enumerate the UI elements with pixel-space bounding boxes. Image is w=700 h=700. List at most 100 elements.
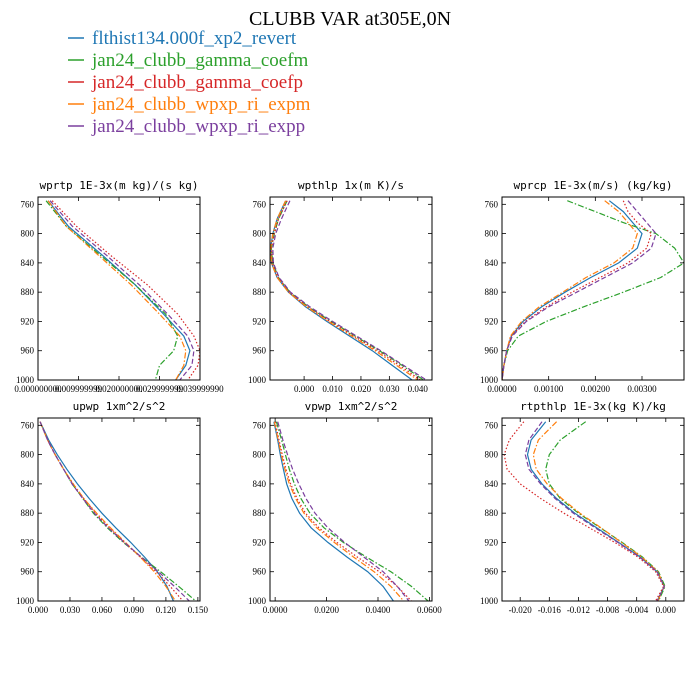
y-tick-label: 760 xyxy=(485,420,499,430)
series-line-4 xyxy=(532,421,665,601)
y-tick-label: 800 xyxy=(485,229,499,239)
series-line-4 xyxy=(502,200,638,380)
y-tick-label: 840 xyxy=(253,258,267,268)
y-tick-label: 960 xyxy=(253,567,267,577)
legend-label: jan24_clubb_wpxp_ri_expm xyxy=(91,94,311,115)
y-tick-label: 880 xyxy=(253,287,267,297)
series-line-5 xyxy=(39,421,190,601)
subplot-title: wprtp 1E-3x(m kg)/(s kg) xyxy=(40,179,199,192)
series-line-3 xyxy=(270,200,421,380)
series-line-5 xyxy=(49,200,195,380)
y-tick-label: 880 xyxy=(21,287,35,297)
x-tick-label: 0.060 xyxy=(92,605,113,615)
y-tick-label: 840 xyxy=(21,479,35,489)
legend-entry: jan24_clubb_gamma_coefm xyxy=(68,50,309,71)
x-tick-label: 0.00200 xyxy=(581,384,611,394)
legend-entry: jan24_clubb_wpxp_ri_expp xyxy=(68,116,305,137)
y-tick-label: 1000 xyxy=(16,375,35,385)
y-tick-label: 840 xyxy=(21,258,35,268)
x-tick-label: 0.020000000 xyxy=(95,384,143,394)
series-line-5 xyxy=(277,421,410,601)
x-tick-label: -0.020 xyxy=(509,605,533,615)
series-line-1 xyxy=(526,421,665,601)
series-line-1 xyxy=(39,421,174,601)
x-tick-label: -0.012 xyxy=(567,605,590,615)
subplot-4: upwp 1xm^2/s^2 760 800 840 880 920 960 10000.00… xyxy=(16,400,208,615)
legend: flthist134.000f_xp2_revertjan24_clubb_ga… xyxy=(68,28,311,137)
y-tick-label: 760 xyxy=(253,199,267,209)
subplot-title: upwp 1xm^2/s^2 xyxy=(73,400,166,413)
x-tick-label: 0.039999990 xyxy=(176,384,224,394)
y-tick-label: 920 xyxy=(485,537,499,547)
series-line-1 xyxy=(47,200,191,380)
x-tick-label: 0.00100 xyxy=(534,384,564,394)
y-tick-label: 1000 xyxy=(248,596,267,606)
x-tick-label: 0.009999999 xyxy=(55,384,103,394)
plot-frame xyxy=(269,417,433,602)
x-tick-label: 0.00300 xyxy=(627,384,657,394)
series-line-3 xyxy=(51,200,200,380)
y-tick-label: 920 xyxy=(21,537,35,547)
x-tick-label: 0.000 xyxy=(294,384,315,394)
panel-grid: wprtp 1E-3x(m kg)/(s kg) 760 800 840 880 920 9… xyxy=(14,179,685,615)
y-tick-label: 960 xyxy=(21,346,35,356)
x-tick-label: -0.016 xyxy=(538,605,562,615)
y-tick-label: 960 xyxy=(485,567,499,577)
series-line-2 xyxy=(275,421,429,601)
x-tick-label: 0.0400 xyxy=(366,605,391,615)
series-line-3 xyxy=(274,421,412,601)
y-tick-label: 960 xyxy=(21,567,35,577)
figure-title: CLUBB VAR at305E,0N xyxy=(249,8,451,30)
plot-frame xyxy=(37,417,201,602)
x-tick-label: 0.029999999 xyxy=(136,384,184,394)
series-group xyxy=(273,421,429,601)
legend-entry: jan24_clubb_wpxp_ri_expm xyxy=(68,94,311,115)
series-line-1 xyxy=(273,421,394,601)
x-tick-label: 0.090 xyxy=(124,605,145,615)
series-line-1 xyxy=(270,200,413,380)
y-tick-label: 880 xyxy=(485,508,499,518)
y-tick-label: 920 xyxy=(253,316,267,326)
subplot-title: rtpthlp 1E-3x(kg K)/kg xyxy=(520,400,666,413)
series-group xyxy=(503,421,666,601)
legend-entry: jan24_clubb_gamma_coefp xyxy=(68,72,303,93)
y-tick-label: 760 xyxy=(253,420,267,430)
y-tick-label: 920 xyxy=(21,316,35,326)
y-tick-label: 760 xyxy=(21,199,35,209)
y-tick-label: 800 xyxy=(253,229,267,239)
series-line-4 xyxy=(47,200,187,380)
series-group xyxy=(39,421,197,601)
legend-label: jan24_clubb_gamma_coefm xyxy=(91,50,309,71)
subplot-2: wpthlp 1x(m K)/s 760 800 840 880 920 960 1000 0.… xyxy=(248,179,433,394)
y-tick-label: 760 xyxy=(485,199,499,209)
subplot-title: vpwp 1xm^2/s^2 xyxy=(305,400,398,413)
plot-frame xyxy=(269,196,433,381)
subplot-6: rtpthlp 1E-3x(kg K)/kg 760 800 840 880 920 960… xyxy=(480,400,685,615)
plot-frame xyxy=(501,196,685,381)
y-tick-label: 800 xyxy=(253,450,267,460)
y-tick-label: 760 xyxy=(21,420,35,430)
series-line-5 xyxy=(524,421,665,601)
plot-frame xyxy=(501,417,685,602)
subplot-3: wprcp 1E-3x(m/s) (kg/kg) 760 800 840 880 920 9… xyxy=(480,179,685,394)
legend-entry: flthist134.000f_xp2_revert xyxy=(68,28,297,49)
y-tick-label: 840 xyxy=(253,479,267,489)
x-tick-label: 0.040 xyxy=(408,384,429,394)
x-tick-label: 0.000000000 xyxy=(14,384,62,394)
y-tick-label: 1000 xyxy=(480,375,499,385)
x-tick-label: 0.150 xyxy=(188,605,209,615)
series-line-3 xyxy=(503,421,665,601)
x-tick-label: 0.020 xyxy=(351,384,372,394)
x-tick-label: 0.0000 xyxy=(263,605,288,615)
y-tick-label: 1000 xyxy=(248,375,267,385)
series-line-2 xyxy=(45,200,179,380)
series-line-2 xyxy=(545,421,666,601)
y-tick-label: 800 xyxy=(21,229,35,239)
y-tick-label: 1000 xyxy=(16,596,35,606)
x-tick-label: -0.008 xyxy=(596,605,620,615)
series-line-5 xyxy=(502,200,657,380)
x-tick-label: 0.030 xyxy=(379,384,400,394)
series-line-4 xyxy=(270,200,419,380)
x-tick-label: 0.030 xyxy=(60,605,81,615)
series-line-4 xyxy=(39,421,177,601)
